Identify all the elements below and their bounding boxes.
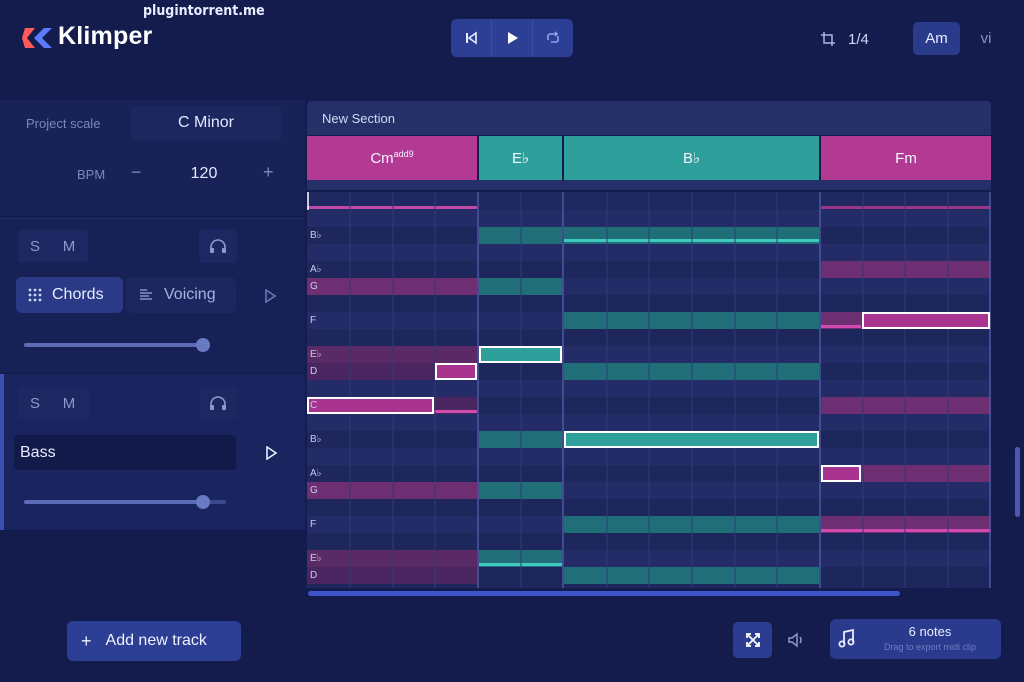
skip-back-icon [466,31,477,45]
note-label-d: D [310,366,318,377]
watermark: plugintorrent.me [143,3,265,19]
track2-play-button[interactable] [264,446,278,460]
bpm-decrease-button[interactable]: − [131,162,142,182]
tab-voicing-label: Voicing [164,286,216,303]
tab-chords-label: Chords [52,286,104,303]
chord-root: Cm [370,149,394,167]
export-hint: Drag to export midi clip [883,642,977,652]
note-label-eb-low: E♭ [310,553,322,564]
bass-notes[interactable] [307,312,990,482]
vertical-scrollbar[interactable] [1015,447,1020,517]
chord-root: E♭ [511,150,530,167]
lines-icon [140,289,152,300]
grid-resolution-control[interactable]: 1/4 [812,22,900,56]
expand-icon [745,633,760,647]
track2-monitor-button[interactable] [199,386,237,420]
track1-monitor-button[interactable] [199,229,237,263]
plus-icon: + [81,631,92,651]
horizontal-scrollbar[interactable] [308,591,900,596]
grid-crop-icon [821,32,835,46]
note-label-d-low: D [310,570,318,581]
music-note-icon [838,629,855,648]
bass-note[interactable] [307,397,434,414]
note-label-f: F [310,315,317,326]
grid-dots-icon [28,288,42,302]
chord-block-cm[interactable]: Cm add9 [307,136,477,180]
note-label-c: C [310,400,318,411]
project-scale-label: Project scale [26,116,101,131]
note-label-f-low: F [310,519,317,530]
section-name: New Section [322,110,395,126]
bass-note[interactable] [564,431,819,448]
track1-volume-knob[interactable] [196,338,210,352]
track2-instrument-select[interactable]: Bass [14,435,236,470]
key-vi-button[interactable]: vi [980,30,992,47]
track1-solo-button[interactable]: S [29,237,40,255]
piano-roll-grid [307,192,991,588]
play-button[interactable] [492,19,533,57]
add-track-button[interactable]: + Add new track [67,621,241,661]
track2-solo-mute: S M [18,387,90,419]
headphones-icon [210,239,226,253]
track2-name: Bass [20,443,56,461]
chord-root: B♭ [682,150,701,167]
bpm-input[interactable]: 120 [190,165,218,182]
note-label-g-low: G [310,485,318,496]
section-header[interactable]: New Section [307,101,991,135]
app-name: Klimper [58,22,153,50]
fullscreen-button[interactable] [733,622,772,658]
klimper-logo-icon [22,28,52,48]
note-label-ab: A♭ [310,264,322,275]
note-label-eb: E♭ [310,349,322,360]
speaker-icon [788,632,802,648]
project-scale-select[interactable]: C Minor [131,106,281,140]
track2-solo-button[interactable]: S [29,394,40,412]
note-label-ab-low: A♭ [310,468,322,479]
export-midi-clip[interactable]: 6 notes Drag to export midi clip [830,619,1001,659]
track1-volume-slider[interactable] [24,343,206,347]
bass-note[interactable] [862,312,990,329]
track1-mute-button[interactable]: M [62,237,76,255]
skip-back-button[interactable] [451,19,492,57]
bar-lines [477,192,991,588]
play-icon [508,32,518,44]
chord-root: Fm [895,149,917,167]
loop-icon [547,31,559,43]
transport-controls [451,19,573,57]
bpm-increase-button[interactable]: + [263,162,274,182]
grid-value: 1/4 [848,30,869,48]
track2-mute-button[interactable]: M [62,394,76,412]
volume-button[interactable] [778,622,814,658]
bass-note[interactable] [435,363,477,380]
chord-extension: add9 [393,149,414,159]
headphones-icon [210,396,226,410]
note-label-bb: B♭ [310,230,322,241]
bass-note[interactable] [479,346,562,363]
track1-solo-mute: S M [18,230,88,262]
key-am-button[interactable]: Am [913,22,960,55]
bass-note[interactable] [821,465,861,482]
chord-block-eb[interactable]: E♭ [479,136,562,180]
chord-block-bb[interactable]: B♭ [564,136,819,180]
beat-lines [349,192,949,588]
track2-volume-slider[interactable] [24,500,226,504]
track2-volume-knob[interactable] [196,495,210,509]
add-track-label: Add new track [105,632,207,649]
track1-play-button[interactable] [263,289,277,303]
note-label-g: G [310,281,318,292]
chord-block-fm[interactable]: Fm [821,136,991,180]
chord-lane-footer [307,180,991,190]
piano-roll[interactable]: B♭ A♭ G F E♭ D C B♭ A♭ G F E♭ D [307,192,991,588]
notes-count: 6 notes [908,624,952,639]
tab-chords[interactable]: Chords [16,277,123,313]
note-label-bb-low: B♭ [310,434,322,445]
loop-button[interactable] [533,19,573,57]
bpm-label: BPM [77,167,106,182]
tab-voicing[interactable]: Voicing [126,277,236,313]
